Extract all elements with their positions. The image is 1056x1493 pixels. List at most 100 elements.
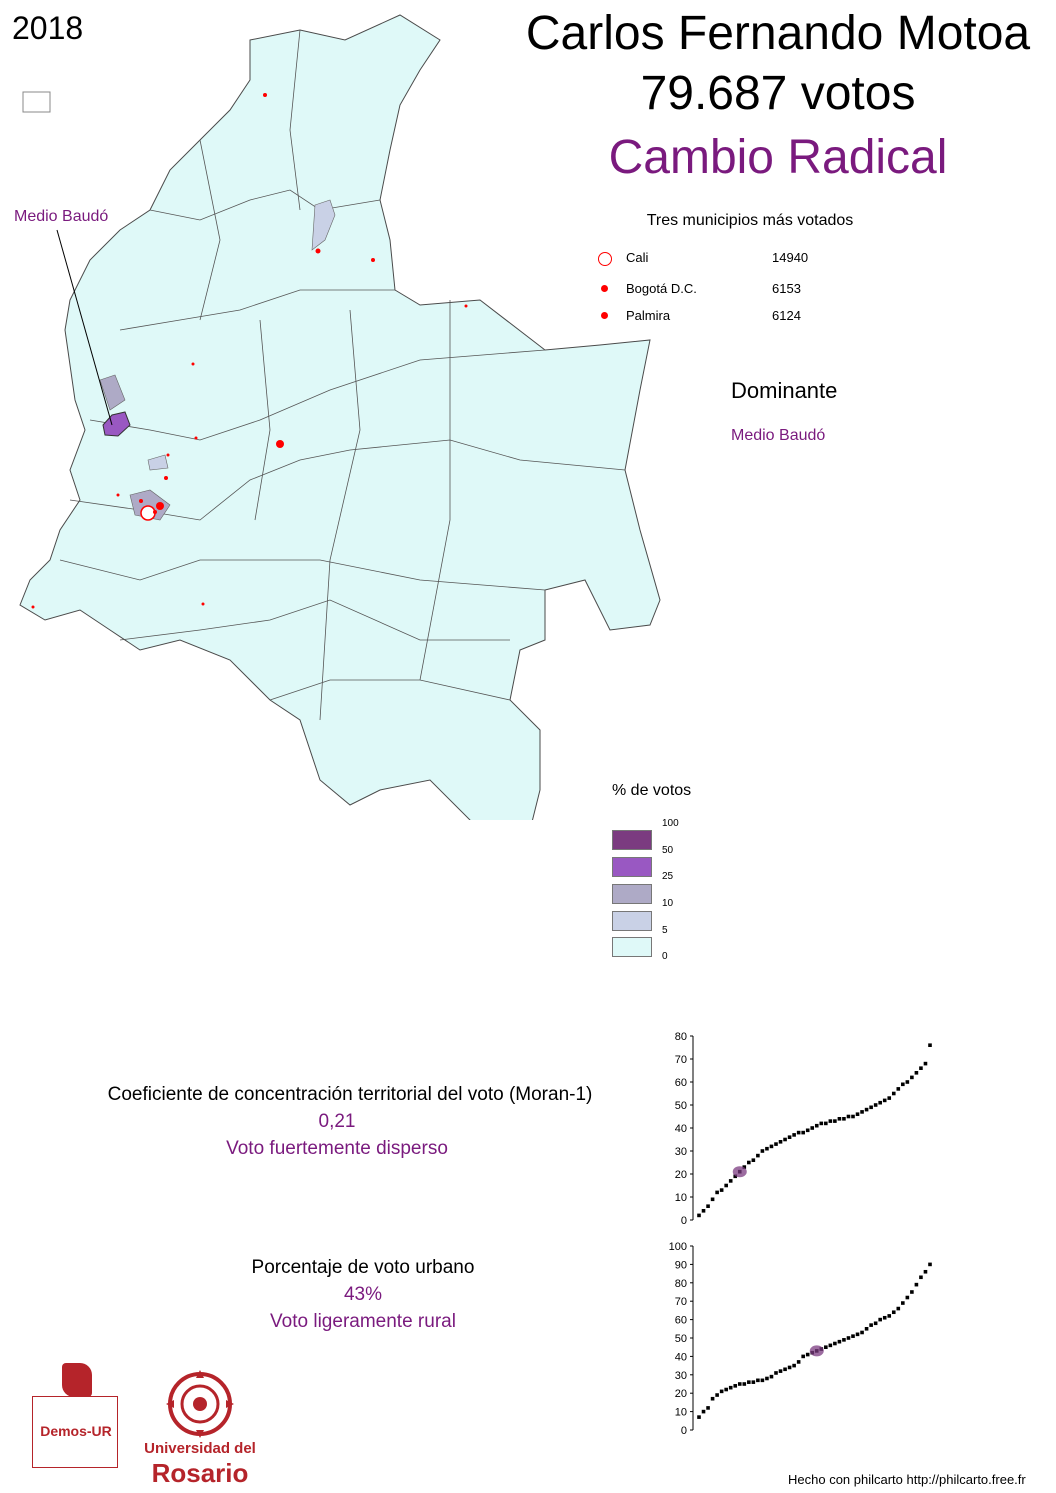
data-point (747, 1380, 751, 1384)
data-point (928, 1043, 932, 1047)
data-point (715, 1393, 719, 1397)
highlight-marker (732, 1166, 747, 1178)
data-point (837, 1339, 842, 1344)
data-point (719, 1188, 724, 1192)
data-point (796, 1360, 801, 1364)
data-point (760, 1378, 765, 1383)
data-point (787, 1365, 792, 1370)
y-tick-label: 30 (675, 1146, 687, 1158)
urban-chart: 0 10 20 30 40 50 60 70 80 90 100 (669, 1241, 932, 1437)
data-point (878, 1317, 882, 1322)
municipality-markers (31, 93, 468, 609)
data-point (778, 1369, 783, 1373)
footer-credit: Hecho con philcarto http://philcarto.fre… (788, 1472, 1026, 1487)
data-point (742, 1382, 747, 1386)
data-point (873, 1103, 878, 1107)
data-point (846, 1336, 851, 1340)
data-point (706, 1204, 710, 1208)
data-point (860, 1110, 864, 1114)
data-point (792, 1363, 796, 1368)
data-point (733, 1174, 738, 1179)
y-tick-label: 10 (675, 1407, 687, 1419)
data-point (923, 1269, 928, 1274)
dominant-value: Medio Baudó (731, 427, 826, 444)
data-point (873, 1321, 878, 1326)
year-label: 2018 (12, 10, 84, 46)
data-point (901, 1082, 905, 1087)
data-point (710, 1197, 715, 1202)
palmira-marker-icon (601, 312, 608, 319)
data-point (882, 1098, 887, 1103)
data-point (751, 1380, 756, 1384)
top-row-3: Palmira 6124 (598, 308, 858, 326)
data-point (787, 1135, 792, 1139)
rosario-logo-line1: Universidad del (144, 1440, 256, 1457)
data-point (801, 1354, 805, 1359)
candidate-name: Carlos Fernando Motoa (525, 7, 1031, 60)
data-point (914, 1282, 919, 1287)
legend-swatch-10-25 (612, 884, 652, 904)
y-tick-label: 80 (675, 1031, 687, 1043)
data-point (828, 1119, 833, 1123)
y-tick-label: 100 (669, 1241, 687, 1253)
top-row-1: Cali 14940 (598, 250, 858, 268)
data-point (719, 1389, 724, 1394)
data-point (910, 1290, 914, 1294)
data-point (783, 1137, 787, 1142)
y-tick-label: 20 (675, 1169, 687, 1181)
data-point (896, 1087, 901, 1091)
callout-label: Medio Baudó (14, 208, 109, 225)
urban-value: 43% (343, 1284, 383, 1305)
data-point (769, 1374, 774, 1379)
data-point (733, 1384, 738, 1388)
data-point (878, 1100, 882, 1105)
y-tick-label: 0 (681, 1215, 687, 1227)
y-tick-label: 20 (675, 1388, 687, 1400)
legend-break: 10 (662, 898, 674, 909)
department-borders (59, 29, 626, 721)
data-point (928, 1262, 932, 1267)
top-municipalities-title: Tres municipios más votados (646, 212, 854, 229)
data-point (756, 1153, 760, 1158)
moran-description: Voto fuertemente disperso (226, 1138, 448, 1159)
data-point (742, 1165, 747, 1169)
data-point (887, 1096, 892, 1100)
data-point (760, 1149, 765, 1153)
y-tick-label: 40 (675, 1123, 687, 1135)
vote-count: 79.687 votos (640, 67, 916, 120)
row-name: Cali (626, 250, 649, 265)
data-point (824, 1121, 828, 1126)
bogota-marker-icon (601, 285, 608, 292)
data-point (869, 1105, 873, 1110)
row-value: 6153 (772, 281, 801, 296)
data-point (697, 1415, 701, 1419)
data-point (833, 1119, 837, 1123)
rosario-logo-line2: Rosario (151, 1458, 249, 1488)
data-point (896, 1306, 901, 1311)
data-point (701, 1209, 706, 1213)
data-point (796, 1130, 801, 1135)
rosario-crest-icon (166, 1370, 234, 1438)
row-value: 14940 (772, 250, 809, 265)
data-point (783, 1367, 787, 1372)
party-name: Cambio Radical (608, 131, 948, 184)
data-point (769, 1144, 774, 1149)
data-point (905, 1295, 910, 1300)
data-point (756, 1378, 760, 1383)
data-point (833, 1341, 837, 1346)
data-point (724, 1387, 728, 1392)
data-point (765, 1146, 769, 1151)
y-tick-label: 80 (675, 1278, 687, 1290)
dominant-title: Dominante (731, 378, 838, 403)
data-point (887, 1314, 892, 1318)
vote-share-patches (99, 199, 336, 521)
data-point (774, 1142, 778, 1146)
legend-swatch-5-10 (612, 911, 652, 931)
row-value: 6124 (772, 308, 801, 323)
urban-label: Porcentaje de voto urbano (251, 1257, 475, 1278)
moran-value: 0,21 (318, 1111, 356, 1132)
data-point (882, 1315, 887, 1320)
data-point (819, 1121, 824, 1126)
data-point (837, 1117, 842, 1121)
data-point (842, 1338, 846, 1342)
